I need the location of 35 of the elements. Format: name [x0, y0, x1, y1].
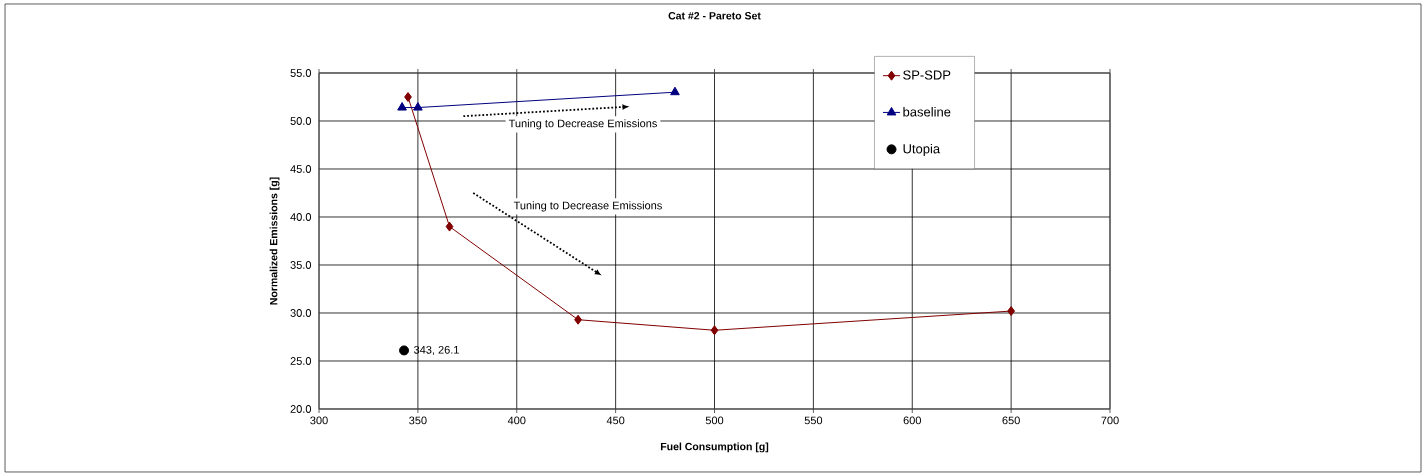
- point: [574, 314, 582, 325]
- point: [397, 102, 407, 111]
- x-tick-label: 350: [409, 416, 427, 425]
- legend-label: Utopia: [903, 143, 941, 157]
- y-axis-title: Normalized Emissions [g]: [269, 177, 280, 305]
- x-tick-label: 500: [705, 416, 724, 425]
- y-tick-label: 20.0: [290, 405, 312, 413]
- point: [1007, 306, 1015, 317]
- x-tick-label: 600: [903, 416, 921, 425]
- point: [413, 102, 423, 111]
- point: [710, 325, 719, 336]
- data-label: 343, 26.1: [414, 345, 459, 355]
- x-tick-label: 700: [1101, 416, 1119, 425]
- x-axis-title: Fuel Consumption [g]: [660, 442, 769, 453]
- x-tick-label: 300: [310, 416, 328, 425]
- y-tick-label: 30.0: [290, 309, 312, 317]
- y-tick-label: 45.0: [290, 165, 312, 173]
- annotation: Tuning to Decrease Emissions: [513, 201, 662, 212]
- y-tick-label: 50.0: [290, 117, 312, 125]
- x-tick-label: 550: [804, 416, 823, 425]
- y-tick-label: 55.0: [290, 69, 312, 77]
- point: [670, 86, 680, 96]
- legend-label: baseline: [903, 106, 951, 117]
- legend-label: SP-SDP: [903, 70, 951, 80]
- point: [399, 345, 410, 356]
- point: [404, 92, 412, 102]
- point: [445, 221, 454, 232]
- x-tick-label: 650: [1002, 416, 1020, 425]
- y-tick-label: 40.0: [290, 213, 312, 221]
- chart-title: Cat #2 - Pareto Set: [668, 12, 761, 20]
- y-tick-label: 25.0: [290, 357, 312, 365]
- x-tick-label: 400: [507, 416, 526, 425]
- x-tick-label: 450: [606, 416, 625, 425]
- y-tick-label: 35.0: [290, 261, 312, 269]
- annotation: Tuning to Decrease Emissions: [508, 119, 657, 130]
